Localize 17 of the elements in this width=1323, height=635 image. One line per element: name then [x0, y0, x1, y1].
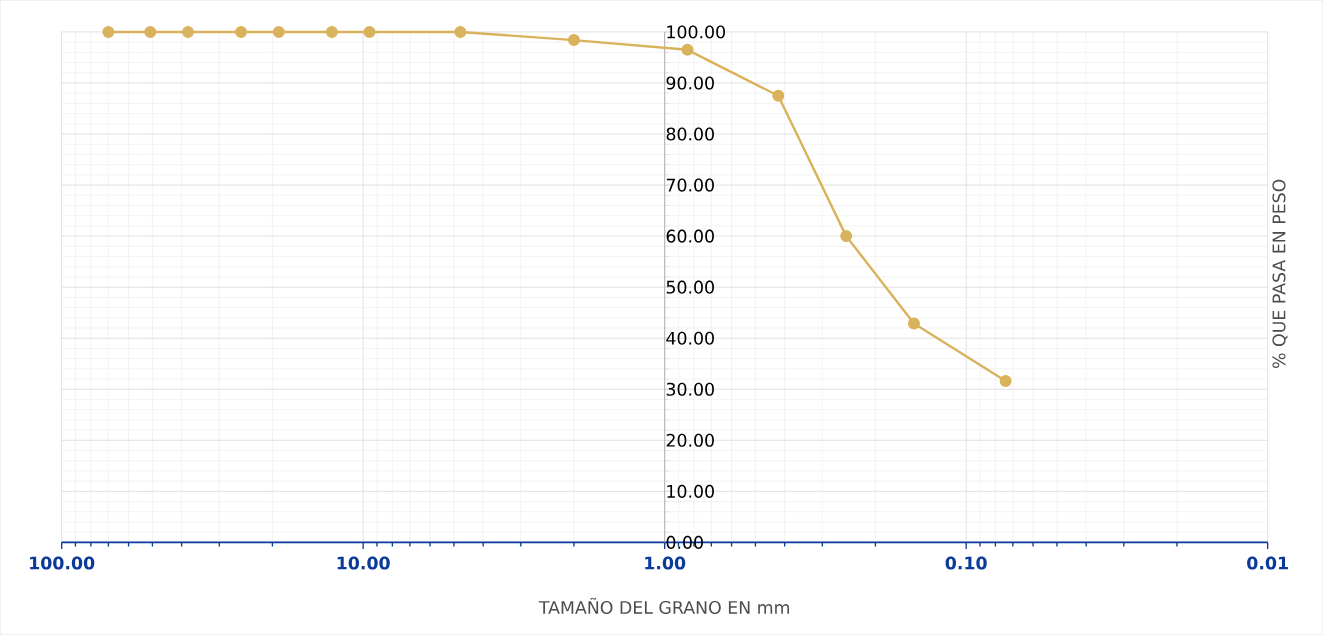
y-tick-label: 100.00: [667, 25, 725, 39]
y-axis-title: % QUE PASA EN PESO: [1272, 179, 1288, 369]
x-tick-label: 0.10: [945, 556, 987, 570]
y-tick-label: 70.00: [666, 178, 714, 192]
y-tick-label: 40.00: [666, 331, 714, 345]
y-tick-label: 30.00: [666, 382, 714, 396]
y-tick-label: 10.00: [667, 484, 714, 499]
y-tick-label: 80.00: [666, 127, 714, 141]
x-axis-title: TAMAÑO DEL GRANO EN mm: [538, 597, 790, 615]
y-tick-label: 50.00: [666, 280, 714, 294]
y-tick-label: 60.00: [666, 229, 714, 243]
y-tick-label: 20.00: [666, 433, 714, 447]
x-tick-label: 100.00: [30, 556, 95, 570]
x-tick-label: 0.01: [1247, 556, 1288, 570]
y-tick-label: 90.00: [666, 76, 714, 90]
x-tick-label: 10.00: [337, 556, 390, 570]
x-tick-label: 1.00: [645, 556, 686, 570]
